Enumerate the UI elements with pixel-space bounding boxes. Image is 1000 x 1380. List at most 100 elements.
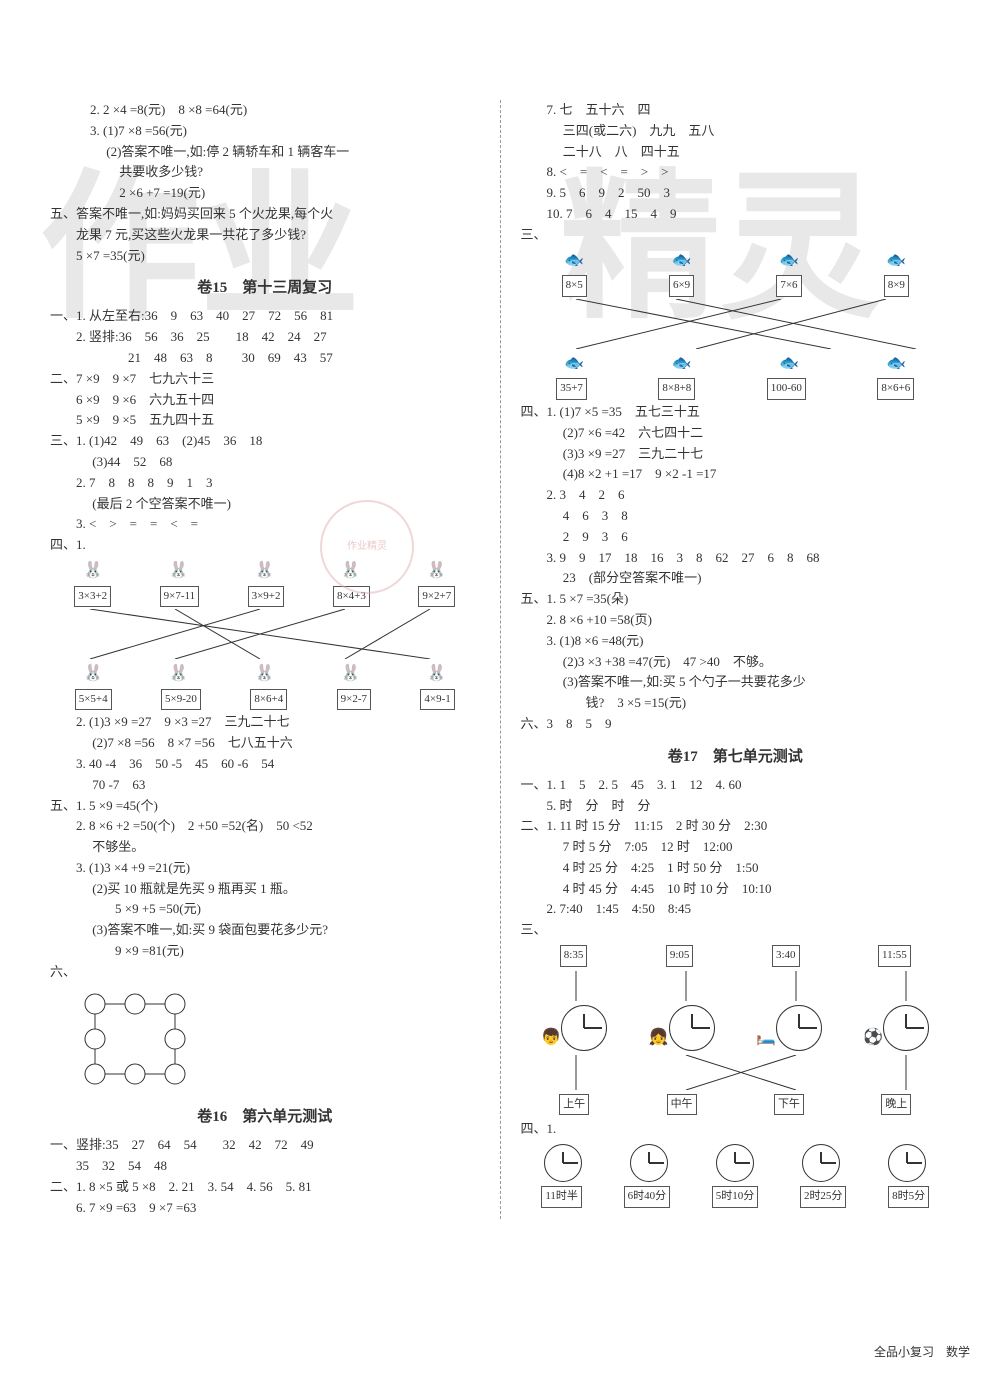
text-line: 5. 时 分 时 分 — [511, 796, 961, 817]
clock-diagram: 8:35 9:05 3:40 11:55 👦 👧 🛏️ ⚽ — [511, 945, 961, 1115]
clock-icon — [544, 1144, 582, 1182]
time-box: 9:05 — [666, 945, 694, 967]
rabbit-icon: 🐰 — [83, 661, 103, 687]
text-line: 三、 — [511, 920, 961, 941]
text-line: 2 9 3 6 — [511, 527, 961, 548]
text-line: 2. (1)3 ×9 =27 9 ×3 =27 三九二十七 — [40, 712, 490, 733]
period-box: 上午 — [559, 1094, 589, 1116]
fish-top-row: 🐟 🐟 🐟 🐟 — [521, 248, 951, 274]
match-bot-labels: 5×5+4 5×9-20 8×6+4 9×2-7 4×9-1 — [50, 689, 480, 711]
match-diagram-2: 🐟 🐟 🐟 🐟 8×5 6×9 7×6 8×9 🐟 🐟 🐟 — [511, 248, 961, 400]
time-box: 8时5分 — [888, 1186, 929, 1208]
rabbit-icon: 🐰 — [255, 661, 275, 687]
fish-bot-labels: 35+7 8×8+8 100-60 8×6+6 — [521, 378, 951, 400]
rabbit-icon: 🐰 — [427, 661, 447, 687]
section-15b-block: 2. (1)3 ×9 =27 9 ×3 =27 三九二十七 (2)7 ×8 =5… — [40, 712, 490, 982]
text-line: 9 ×9 =81(元) — [40, 941, 490, 962]
text-line: 二十八 八 四十五 — [511, 142, 961, 163]
text-line: (3)答案不唯一,如:买 9 袋面包要花多少元? — [40, 920, 490, 941]
stamp: 作业精灵 — [320, 500, 414, 594]
text-line: 3. 9 9 17 18 16 3 8 62 27 6 8 68 — [511, 548, 961, 569]
fish-icon: 🐟 — [886, 248, 906, 274]
section-16b-block: 四、1. (1)7 ×5 =35 五七三十五 (2)7 ×6 =42 六七四十二… — [511, 402, 961, 735]
match-box: 5×5+4 — [75, 689, 112, 711]
section-16-block: 一、竖排:35 27 64 54 32 42 72 49 35 32 54 48… — [40, 1135, 490, 1218]
period-boxes: 上午 中午 下午 晚上 — [521, 1094, 951, 1116]
text-line: 六、 — [40, 962, 490, 983]
fish-icon: 🐟 — [672, 351, 692, 377]
clock-diagram-2: 11时半 6时40分 5时10分 2时25分 8时5分 — [511, 1144, 961, 1208]
text-line: 五、1. 5 ×9 =45(个) — [40, 796, 490, 817]
clock-icon — [888, 1144, 926, 1182]
text-line: 6. 7 ×9 =63 9 ×7 =63 — [40, 1198, 490, 1219]
text-line: (2)答案不唯一,如:停 2 辆轿车和 1 辆客车一 — [40, 142, 490, 163]
time-box: 5时10分 — [712, 1186, 759, 1208]
rabbit-icon: 🐰 — [169, 661, 189, 687]
text-line: 六、3 8 5 9 — [511, 714, 961, 735]
rabbit-icon: 🐰 — [169, 558, 189, 584]
match-diagram-1: 🐰 🐰 🐰 🐰 🐰 3×3+2 9×7-11 3×9+2 8×4+3 9×2+7 — [40, 558, 490, 710]
text-line: 9. 5 6 9 2 50 3 — [511, 183, 961, 204]
text-line: 不够坐。 — [40, 837, 490, 858]
page-container: 2. 2 ×4 =8(元) 8 ×8 =64(元) 3. (1)7 ×8 =56… — [0, 0, 1000, 1239]
text-line: 8. < = < = > > — [511, 162, 961, 183]
clock-icon — [630, 1144, 668, 1182]
match-box: 8×6+6 — [877, 378, 914, 400]
text-line: 4 时 25 分 4:25 1 时 50 分 1:50 — [511, 858, 961, 879]
fish-top-labels: 8×5 6×9 7×6 8×9 — [521, 275, 951, 297]
clock-icon — [776, 1005, 822, 1051]
kid-icon: 🛏️ — [756, 1025, 776, 1051]
fish-icon: 🐟 — [564, 351, 584, 377]
match-top-row: 🐰 🐰 🐰 🐰 🐰 — [50, 558, 480, 584]
text-line: 3. (1)7 ×8 =56(元) — [40, 121, 490, 142]
rabbit-icon: 🐰 — [427, 558, 447, 584]
text-line: 5 ×9 9 ×5 五九四十五 — [40, 410, 490, 431]
text-line: 2. 3 4 2 6 — [511, 485, 961, 506]
match-box: 6×9 — [669, 275, 694, 297]
section-15-title: 卷15 第十三周复习 — [40, 276, 490, 300]
match-box: 4×9-1 — [420, 689, 454, 711]
right-column: 7. 七 五十六 四 三四(或二六) 九九 五八 二十八 八 四十五 8. < … — [500, 100, 961, 1219]
text-line: 4 时 45 分 4:45 10 时 10 分 10:10 — [511, 879, 961, 900]
match-box: 9×2-7 — [337, 689, 371, 711]
clock-icon — [716, 1144, 754, 1182]
match-bot-row: 🐰 🐰 🐰 🐰 🐰 — [50, 661, 480, 687]
text-line: 5 ×9 +5 =50(元) — [40, 899, 490, 920]
match-lines-2 — [521, 299, 941, 349]
match-box: 7×6 — [776, 275, 801, 297]
period-box: 下午 — [774, 1094, 804, 1116]
text-line: 10. 7 6 4 15 4 9 — [511, 204, 961, 225]
match-box: 35+7 — [556, 378, 587, 400]
match-box: 5×9-20 — [161, 689, 201, 711]
fish-icon: 🐟 — [672, 248, 692, 274]
clock-icon — [802, 1144, 840, 1182]
time-box: 8:35 — [560, 945, 588, 967]
section-16-title: 卷16 第六单元测试 — [40, 1105, 490, 1129]
text-line: 7. 七 五十六 四 — [511, 100, 961, 121]
match-top-labels: 3×3+2 9×7-11 3×9+2 8×4+3 9×2+7 — [50, 586, 480, 608]
text-line: 钱? 3 ×5 =15(元) — [511, 693, 961, 714]
text-line: (最后 2 个空答案不唯一) — [40, 494, 490, 515]
rabbit-icon: 🐰 — [83, 558, 103, 584]
time-box: 11时半 — [541, 1186, 582, 1208]
text-line: 五、1. 5 ×7 =35(朵) — [511, 589, 961, 610]
text-line: 2. 7:40 1:45 4:50 8:45 — [511, 899, 961, 920]
time-box: 11:55 — [878, 945, 911, 967]
text-line: 龙果 7 元,买这些火龙果一共花了多少钱? — [40, 225, 490, 246]
text-line: 3. (1)3 ×4 +9 =21(元) — [40, 858, 490, 879]
text-line: (2)3 ×3 +38 =47(元) 47 >40 不够。 — [511, 652, 961, 673]
clock-icon — [883, 1005, 929, 1051]
text-line: 3. 40 -4 36 50 -5 45 60 -6 54 — [40, 754, 490, 775]
text-line: (3)答案不唯一,如:买 5 个勺子一共要花多少 — [511, 672, 961, 693]
rabbit-icon: 🐰 — [341, 661, 361, 687]
clock-lines-2 — [521, 1055, 941, 1090]
text-line: 7 时 5 分 7:05 12 时 12:00 — [511, 837, 961, 858]
text-line: 三、 — [511, 225, 961, 246]
circle-grid — [80, 989, 190, 1089]
text-line: (2)7 ×6 =42 六七四十二 — [511, 423, 961, 444]
match-box: 8×5 — [562, 275, 587, 297]
kid-icon: 👦 — [541, 1025, 561, 1051]
text-line: (2)买 10 瓶就是先买 9 瓶再买 1 瓶。 — [40, 879, 490, 900]
fish-icon: 🐟 — [779, 351, 799, 377]
match-box: 8×9 — [884, 275, 909, 297]
